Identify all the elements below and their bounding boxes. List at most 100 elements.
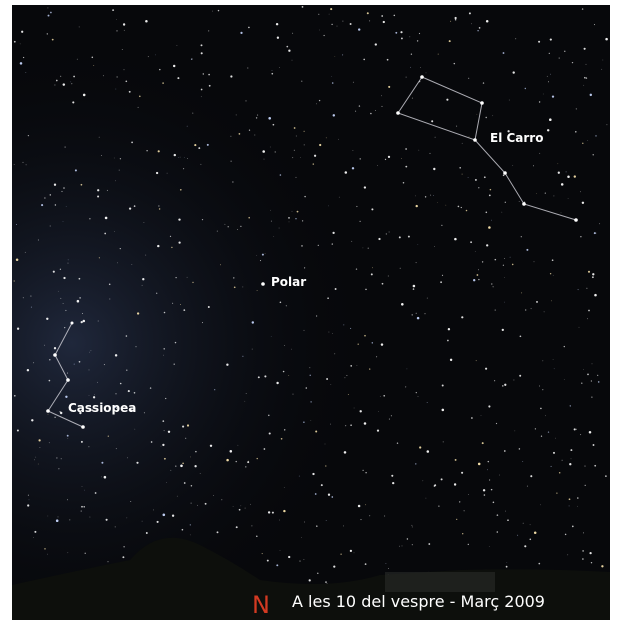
star: [89, 352, 90, 353]
star: [570, 405, 571, 406]
star: [203, 73, 204, 74]
star: [83, 321, 84, 322]
star: [268, 511, 270, 513]
star: [159, 208, 160, 209]
star: [156, 293, 157, 294]
star: [208, 74, 210, 76]
star: [490, 189, 492, 191]
star: [130, 501, 131, 502]
star: [182, 426, 184, 428]
star: [415, 463, 416, 464]
star: [126, 370, 127, 371]
star: [283, 510, 285, 512]
star: [31, 307, 32, 308]
star: [422, 480, 423, 481]
page: El Carro Polar Cassiopea N A les 10 del …: [0, 0, 620, 627]
star: [163, 355, 164, 356]
star: [443, 441, 444, 442]
star: [101, 476, 102, 477]
star: [79, 361, 81, 363]
star: [264, 375, 266, 377]
star: [354, 408, 355, 409]
star: [54, 85, 55, 86]
star: [530, 524, 531, 525]
star: [95, 492, 97, 494]
star: [129, 91, 131, 93]
star: [365, 504, 366, 505]
star: [442, 385, 444, 387]
star: [594, 465, 596, 467]
star: [586, 288, 587, 289]
star: [583, 532, 584, 533]
star: [26, 164, 27, 165]
star: [137, 312, 139, 314]
star: [462, 143, 463, 144]
star: [594, 294, 597, 297]
star: [109, 284, 111, 286]
star: [475, 179, 477, 181]
star: [504, 302, 505, 303]
star: [582, 8, 583, 9]
star: [525, 309, 526, 310]
star: [433, 168, 435, 170]
star: [348, 394, 349, 395]
star: [597, 375, 598, 376]
star: [574, 218, 578, 222]
star: [207, 144, 209, 146]
star: [494, 380, 495, 381]
star: [89, 395, 90, 396]
star: [122, 556, 124, 558]
star: [34, 459, 35, 460]
star: [166, 482, 167, 483]
star: [178, 157, 179, 158]
star: [200, 164, 201, 165]
star: [268, 117, 271, 120]
star: [292, 211, 293, 212]
star: [442, 275, 443, 276]
star: [240, 226, 241, 227]
star: [252, 349, 253, 350]
star: [482, 442, 484, 444]
star: [434, 484, 436, 486]
star: [551, 466, 552, 467]
star: [380, 396, 381, 397]
star: [375, 110, 376, 111]
star: [447, 340, 449, 342]
star: [591, 562, 592, 563]
star: [582, 558, 584, 560]
star: [50, 226, 51, 227]
star: [175, 277, 176, 278]
star: [455, 19, 457, 21]
star: [525, 88, 526, 89]
star: [605, 475, 607, 477]
star: [23, 57, 24, 58]
star: [236, 461, 237, 462]
star: [165, 398, 166, 399]
star: [104, 233, 106, 235]
star: [549, 53, 550, 54]
star: [99, 137, 100, 138]
star: [331, 24, 332, 25]
star: [367, 12, 369, 14]
star: [567, 176, 570, 179]
star: [244, 401, 245, 402]
star: [417, 317, 420, 320]
star: [441, 225, 442, 226]
star: [168, 431, 170, 433]
star: [167, 173, 168, 174]
star: [386, 233, 387, 234]
star: [545, 193, 546, 194]
star: [262, 254, 264, 256]
star: [399, 236, 401, 238]
star: [58, 291, 59, 292]
star: [365, 563, 367, 565]
star: [109, 299, 110, 300]
star: [383, 395, 385, 397]
star: [49, 442, 50, 443]
star: [470, 241, 472, 243]
star: [142, 278, 144, 280]
star: [120, 383, 122, 385]
star: [346, 375, 347, 376]
star: [288, 375, 289, 376]
star: [552, 95, 554, 97]
